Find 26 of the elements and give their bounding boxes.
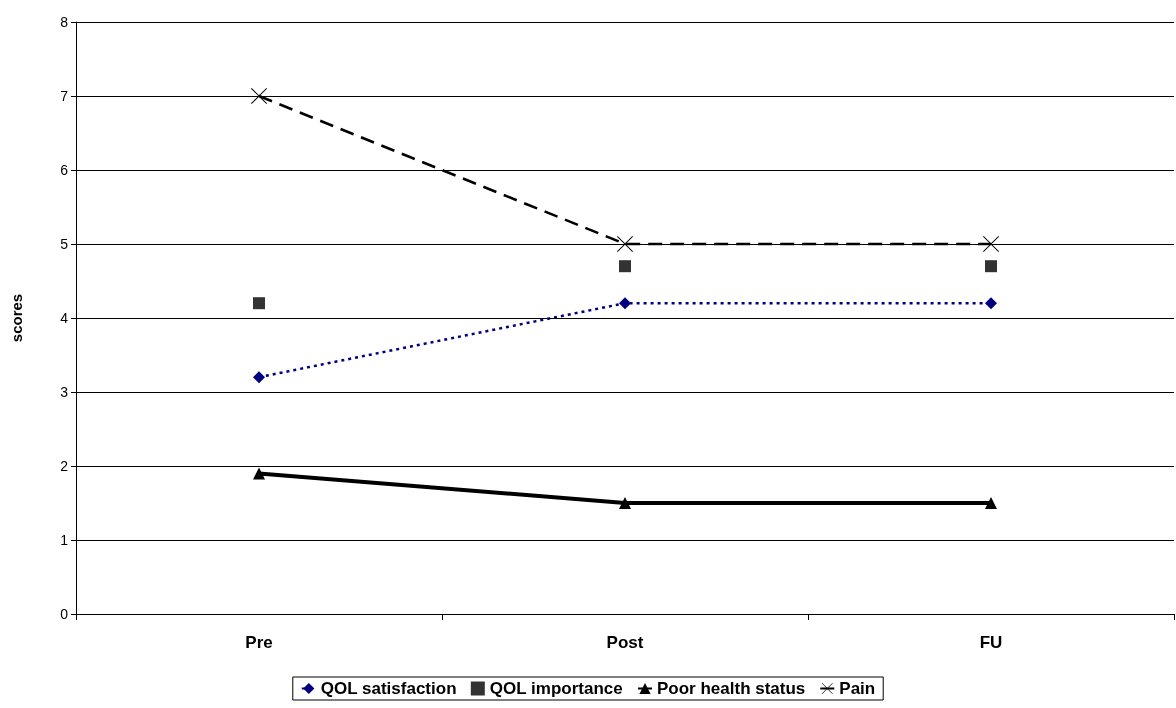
point xyxy=(253,371,265,384)
y-tick-label: 0 xyxy=(60,606,69,622)
point xyxy=(985,297,997,310)
y-tick-label: 5 xyxy=(60,236,69,252)
point xyxy=(253,467,265,480)
y-tick-label: 4 xyxy=(60,310,69,326)
legend-label: QOL satisfaction xyxy=(320,679,457,698)
y-axis-title: scores xyxy=(8,293,25,343)
point xyxy=(253,297,265,310)
legend-label: QOL importance xyxy=(489,679,623,698)
y-tick-label: 2 xyxy=(60,458,69,474)
legend-label: Pain xyxy=(839,679,876,698)
point xyxy=(985,260,997,273)
point xyxy=(619,297,631,310)
y-tick-label: 3 xyxy=(60,384,69,400)
y-tick-label: 6 xyxy=(60,162,69,178)
y-tick-label: 8 xyxy=(60,14,69,30)
x-tick-label: FU xyxy=(979,633,1003,652)
y-tick-label: 1 xyxy=(60,532,69,548)
legend-label: Poor health status xyxy=(657,679,806,698)
x-tick-label: Pre xyxy=(245,633,273,652)
x-tick-label: Post xyxy=(606,633,644,652)
y-tick-label: 7 xyxy=(60,88,69,104)
point xyxy=(985,497,997,509)
point xyxy=(619,260,631,273)
point xyxy=(619,497,631,509)
